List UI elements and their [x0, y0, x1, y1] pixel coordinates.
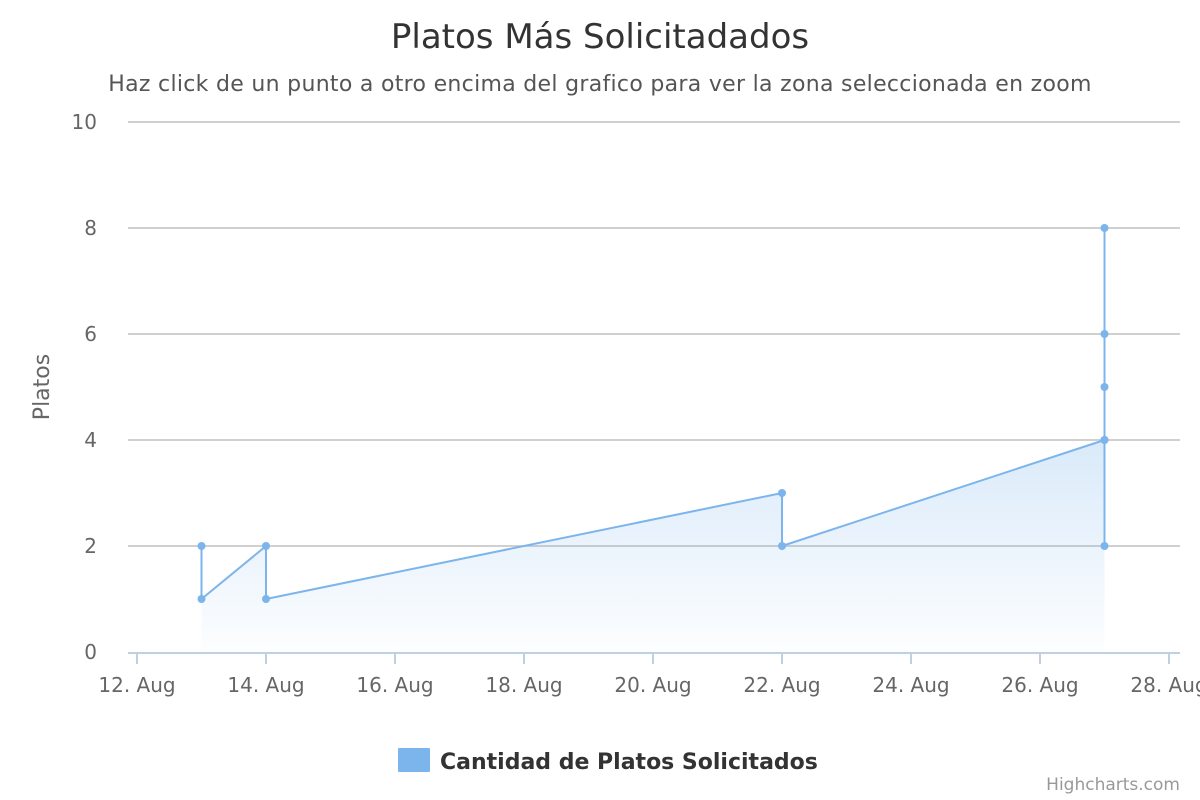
- x-axis: 12. Aug 14. Aug 16. Aug 18. Aug 20. Aug 22. A…: [98, 652, 1200, 697]
- series-group[interactable]: [197, 224, 1109, 652]
- legend-swatch[interactable]: [398, 748, 430, 772]
- x-tick-label: 14. Aug: [227, 673, 304, 697]
- legend-label[interactable]: Cantidad de Platos Solicitados: [440, 750, 818, 775]
- x-tick-label: 16. Aug: [356, 673, 433, 697]
- data-point[interactable]: [1100, 224, 1109, 232]
- y-tick-label: 2: [84, 534, 97, 558]
- x-tick-label: 18. Aug: [485, 673, 562, 697]
- chart-subtitle: Haz click de un punto a otro encima del …: [108, 72, 1091, 97]
- series-area: [201, 228, 1105, 652]
- y-tick-label: 10: [72, 110, 97, 134]
- legend[interactable]: Cantidad de Platos Solicitados: [398, 748, 818, 775]
- y-axis-ticks: 0 2 4 6 8 10: [72, 110, 97, 664]
- data-point[interactable]: [262, 542, 270, 550]
- y-tick-label: 6: [84, 322, 97, 346]
- data-point[interactable]: [197, 595, 206, 603]
- data-point[interactable]: [262, 595, 270, 603]
- data-point[interactable]: [1100, 436, 1109, 444]
- chart-title: Platos Más Solicitadados: [391, 17, 809, 57]
- credits-link[interactable]: Highcharts.com: [1046, 775, 1180, 795]
- x-tick-label: 24. Aug: [872, 673, 949, 697]
- y-tick-label: 4: [84, 428, 97, 452]
- data-point[interactable]: [1100, 330, 1109, 338]
- series-line: [200, 227, 1106, 600]
- y-axis-title: Platos: [30, 354, 55, 420]
- x-tick-label: 22. Aug: [743, 673, 820, 697]
- x-tick-label: 26. Aug: [1001, 673, 1078, 697]
- y-tick-label: 0: [84, 640, 97, 664]
- data-point[interactable]: [1100, 383, 1109, 391]
- x-tick-label: 12. Aug: [98, 673, 175, 697]
- data-point[interactable]: [778, 542, 786, 550]
- data-point[interactable]: [197, 542, 206, 550]
- x-tick-label: 28. Aug: [1130, 673, 1200, 697]
- x-tick-label: 20. Aug: [614, 673, 691, 697]
- y-tick-label: 8: [84, 216, 97, 240]
- data-point[interactable]: [778, 489, 786, 497]
- data-point[interactable]: [1100, 542, 1109, 550]
